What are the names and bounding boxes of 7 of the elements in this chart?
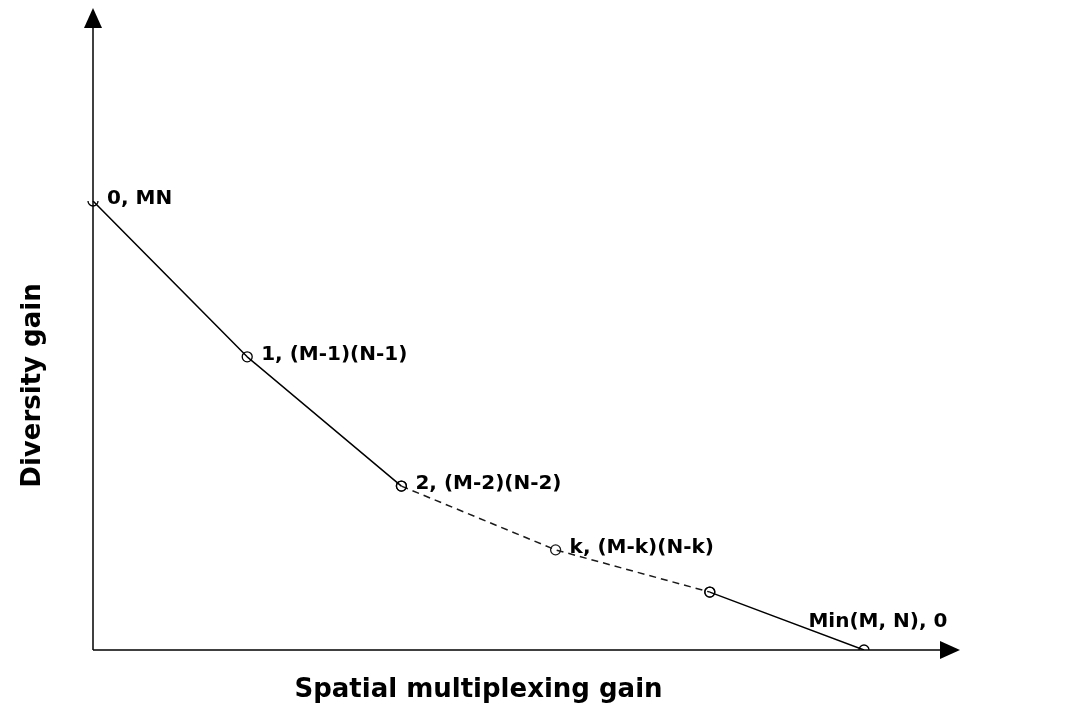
annotation: Min(M, N), 0 (808, 608, 948, 633)
annotation: 2, (M-2)(N-2) (415, 470, 562, 495)
annotation: k, (M-k)(N-k) (569, 534, 714, 559)
annotation: 0, MN (107, 185, 173, 210)
annotation: 1, (M-1)(N-1) (261, 341, 408, 366)
x-axis-title: Spatial multiplexing gain (294, 672, 663, 703)
y-axis-title: Diversity gain (15, 283, 46, 488)
